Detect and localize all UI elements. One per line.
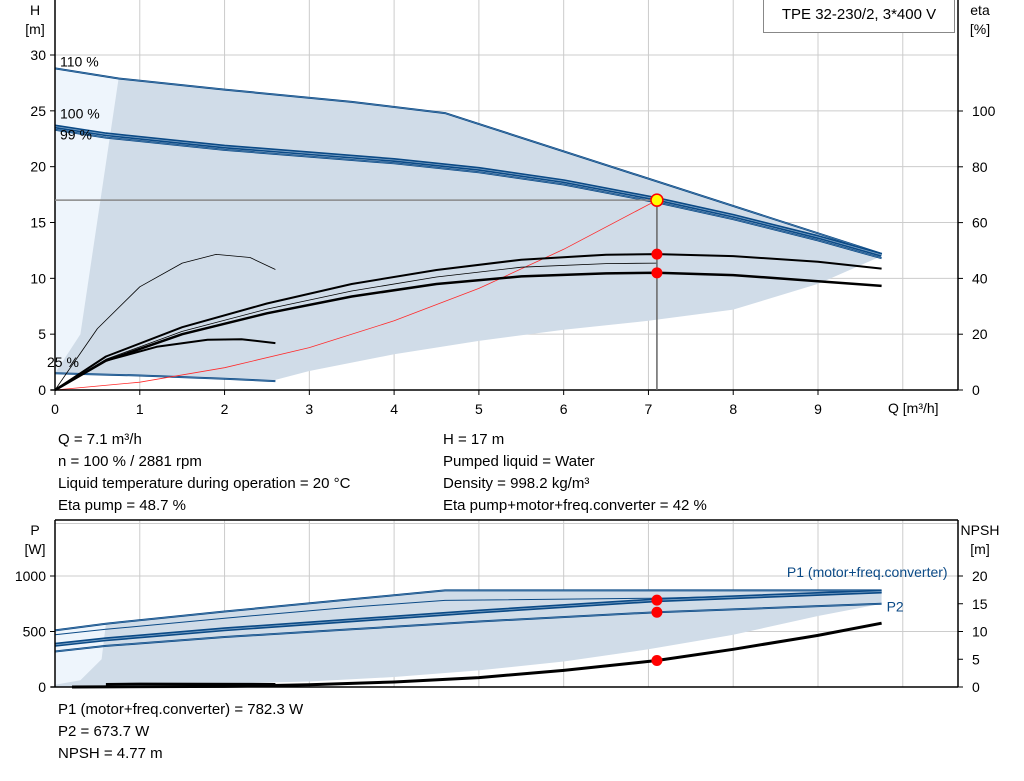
y2-tick-label: 20 (972, 568, 988, 584)
speed-label: 25 % (47, 354, 79, 370)
y-axis-unit: [W] (25, 541, 46, 557)
eta-pump-marker (651, 248, 663, 260)
curve-0-7 (54, 262, 657, 391)
speed-label: 99 % (60, 127, 92, 143)
x-tick-label: 2 (221, 401, 229, 417)
y2-tick-label: 15 (972, 596, 988, 612)
y2-tick-label: 20 (972, 326, 988, 342)
y2-tick-label: 60 (972, 215, 988, 231)
p1-marker (651, 594, 663, 606)
curve-highlight-0-3 (54, 373, 276, 382)
info-h: H = 17 m (443, 431, 505, 448)
eta-total-marker (651, 267, 663, 279)
y2-tick-label: 10 (972, 624, 988, 640)
x-tick-label: 9 (814, 401, 822, 417)
info-npsh: NPSH = 4.77 m (58, 745, 163, 762)
y-tick-label: 5 (38, 326, 46, 342)
y2-axis-unit: [m] (970, 541, 989, 557)
x-tick-label: 6 (560, 401, 568, 417)
curve-highlight-0-1 (54, 126, 882, 256)
y-tick-label: 30 (30, 47, 46, 63)
info-speed: n = 100 % / 2881 rpm (58, 453, 202, 470)
x-tick-label: 8 (729, 401, 737, 417)
x-tick-label: 1 (136, 401, 144, 417)
min-flow-region (55, 68, 119, 374)
y-tick-label: 500 (23, 624, 47, 640)
y-tick-label: 15 (30, 215, 46, 231)
p2-marker (651, 606, 663, 618)
info-density: Density = 998.2 kg/m³ (443, 475, 590, 492)
y-axis-label: P (30, 522, 39, 538)
speed-label: 100 % (60, 105, 100, 121)
y-tick-label: 0 (38, 679, 46, 695)
curve-highlight-0-0 (54, 68, 882, 254)
info-liquid-temp: Liquid temperature during operation = 20… (58, 475, 351, 492)
y-tick-label: 25 (30, 103, 46, 119)
curve-1-5 (71, 621, 882, 689)
info-pumped-liquid: Pumped liquid = Water (443, 453, 595, 470)
info-q: Q = 7.1 m³/h (58, 431, 142, 448)
y2-tick-label: 5 (972, 651, 980, 667)
y2-tick-label: 100 (972, 103, 996, 119)
y2-tick-label: 0 (972, 679, 980, 695)
duty-point-marker (650, 193, 664, 207)
curve-0-5 (54, 271, 882, 392)
x-tick-label: 5 (475, 401, 483, 417)
curve-0-6 (54, 253, 882, 391)
info-p1: P1 (motor+freq.converter) = 782.3 W (58, 701, 304, 718)
curve-0-9 (105, 338, 276, 362)
curve-0-4 (54, 199, 658, 391)
info-p2: P2 = 673.7 W (58, 723, 150, 740)
x-tick-label: 7 (645, 401, 653, 417)
info-eta-total: Eta pump+motor+freq.converter = 42 % (443, 497, 707, 514)
info-eta-pump: Eta pump = 48.7 % (58, 497, 186, 514)
speed-label: 110 % (60, 54, 99, 70)
x-tick-label: 4 (390, 401, 398, 417)
y-axis-unit: [m] (25, 21, 44, 37)
y2-tick-label: 40 (972, 270, 988, 286)
p1-label: P1 (motor+freq.converter) (787, 564, 948, 580)
info-bottom: P1 (motor+freq.converter) = 782.3 W P2 =… (58, 699, 303, 765)
y2-axis-unit: [%] (970, 21, 990, 37)
y-tick-label: 10 (30, 270, 46, 286)
y2-axis-label: NPSH (961, 522, 1000, 538)
npsh-marker (651, 655, 663, 667)
x-axis-label: Q [m³/h] (888, 400, 939, 416)
operating-area (55, 68, 882, 382)
y-tick-label: 1000 (15, 568, 46, 584)
y2-axis-label: eta (970, 2, 990, 18)
p2-label: P2 (887, 599, 904, 615)
chart-title: TPE 32-230/2, 3*400 V (763, 0, 955, 33)
y-tick-label: 0 (38, 382, 46, 398)
x-tick-label: 3 (305, 401, 313, 417)
y-tick-label: 20 (30, 159, 46, 175)
curve-highlight-0-2 (54, 129, 882, 259)
y2-tick-label: 80 (972, 159, 988, 175)
y-axis-label: H (30, 2, 40, 18)
curve-highlight-1-0 (54, 590, 882, 631)
info-top-right: H = 17 m Pumped liquid = Water Density =… (443, 429, 707, 517)
y2-tick-label: 0 (972, 382, 980, 398)
curve-0-8 (54, 253, 276, 391)
x-tick-label: 0 (51, 401, 59, 417)
info-top-left: Q = 7.1 m³/h n = 100 % / 2881 rpm Liquid… (58, 429, 350, 517)
